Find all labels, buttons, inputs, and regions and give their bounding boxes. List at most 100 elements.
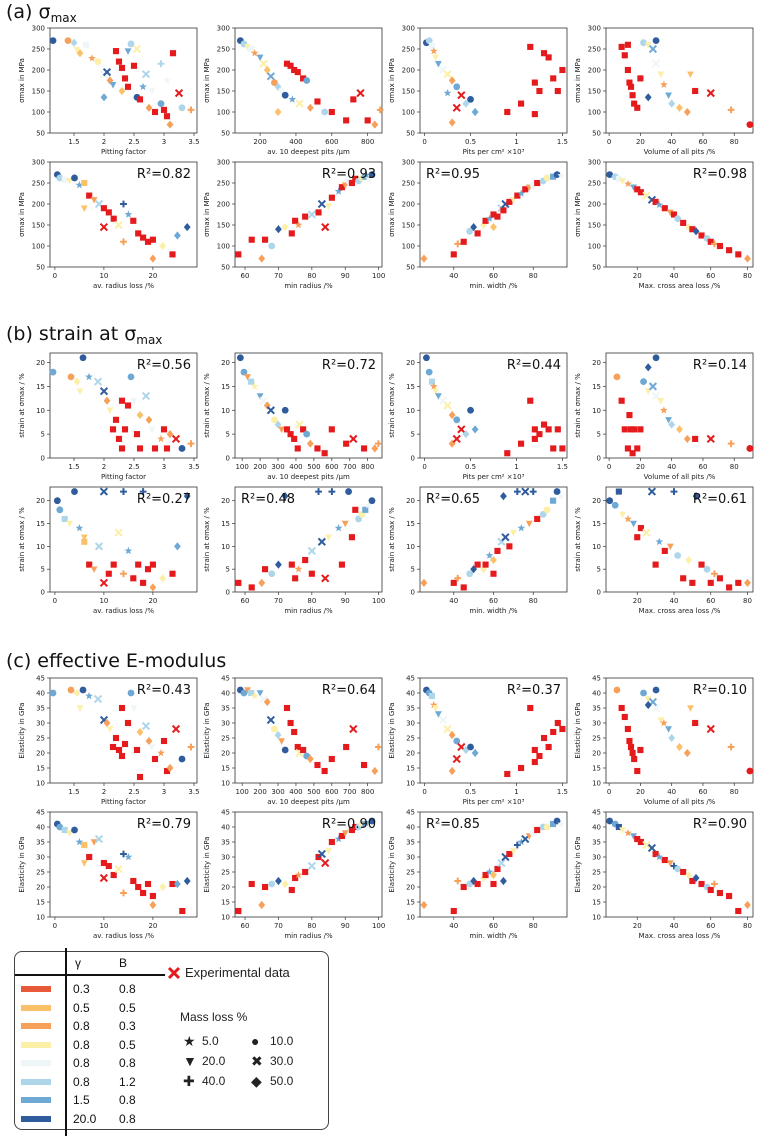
data-point (668, 99, 676, 108)
data-point (67, 373, 75, 381)
r-squared-label: R²=0.90 (322, 817, 376, 832)
data-point (56, 506, 64, 514)
data-point (543, 174, 551, 182)
x-tick-label: 500 (307, 463, 320, 471)
data-point (160, 737, 168, 745)
legend-b-header: B (119, 956, 128, 970)
data-point (349, 434, 358, 444)
data-point (99, 487, 109, 496)
data-point (500, 876, 507, 886)
y-tick-label: 45 (36, 675, 45, 683)
data-point (676, 742, 683, 752)
y-tick-label: 40 (406, 690, 415, 698)
data-point (376, 106, 384, 114)
y-tick-label: 0 (411, 455, 415, 463)
data-point (169, 251, 176, 258)
data-point (258, 900, 266, 910)
data-point (144, 566, 152, 573)
data-point (624, 66, 631, 74)
data-point (133, 431, 141, 438)
data-point (115, 58, 123, 65)
data-point (256, 690, 264, 697)
data-point (746, 121, 754, 128)
data-point (174, 879, 181, 889)
data-point (644, 696, 652, 703)
legend-gamma-value: 0.8 (73, 1074, 90, 1089)
data-point (692, 873, 700, 883)
y-tick-label: 15 (221, 520, 230, 528)
data-point (314, 761, 321, 769)
data-point (657, 71, 665, 78)
data-point (534, 515, 541, 523)
data-point (133, 746, 141, 754)
data-point (103, 396, 111, 405)
data-point (420, 254, 428, 263)
data-point (73, 47, 81, 54)
data-point (163, 76, 171, 84)
data-point (306, 439, 314, 448)
data-point (364, 117, 371, 124)
x-tick-label: 80 (529, 272, 538, 280)
y-tick-label: 20 (221, 750, 230, 758)
data-point (317, 849, 326, 859)
data-point (259, 59, 268, 68)
plot-frame (234, 811, 383, 918)
data-point (490, 223, 497, 232)
data-point (450, 579, 457, 586)
data-point (534, 826, 541, 834)
x-tick-label: 40 (449, 272, 458, 280)
x-tick-label: 700 (343, 788, 356, 796)
x-tick-label: 2.5 (128, 788, 139, 796)
x-tick-label: 80 (730, 788, 739, 796)
data-point (482, 561, 489, 568)
y-tick-label: 15 (592, 899, 601, 907)
y-tick-label: 20 (36, 884, 45, 892)
data-point (283, 704, 291, 712)
data-point (148, 426, 156, 434)
x-tick-label: 400 (289, 788, 302, 796)
data-point (698, 561, 705, 568)
data-point (630, 184, 637, 191)
x-axis-label: Volume of all pits /% (644, 148, 716, 156)
data-point (521, 487, 530, 496)
data-point (321, 574, 330, 583)
data-point (334, 187, 343, 195)
x-tick-label: 700 (343, 463, 356, 471)
data-point (428, 378, 436, 385)
data-point (680, 575, 687, 582)
data-point (660, 80, 668, 88)
x-tick-label: 800 (361, 463, 374, 471)
data-point (135, 230, 142, 237)
y-tick-label: 30 (592, 854, 601, 862)
data-point (375, 743, 382, 751)
x-tick-label: 200 (253, 138, 266, 146)
data-point (314, 445, 321, 452)
y-tick-label: 5 (226, 566, 230, 574)
data-point (300, 75, 307, 82)
y-tick-label: 100 (588, 243, 601, 251)
y-tick-label: 40 (592, 824, 601, 832)
data-point (120, 570, 127, 578)
data-point (642, 528, 651, 537)
data-point (485, 214, 494, 222)
data-point (443, 724, 452, 734)
plot-frame (49, 27, 198, 134)
data-point (506, 543, 513, 550)
x-tick-label: 90 (341, 272, 350, 280)
y-tick-label: 50 (406, 130, 415, 138)
data-point (689, 877, 696, 885)
data-point (361, 761, 368, 769)
data-point (692, 227, 700, 236)
data-point (364, 174, 373, 183)
data-point (613, 686, 621, 694)
plot-frame (419, 677, 568, 784)
data-point (151, 108, 159, 116)
data-point (362, 506, 369, 513)
data-point (130, 575, 137, 582)
x-tick-label: 100 (372, 922, 385, 930)
data-point (371, 766, 379, 776)
plot-frame (49, 677, 198, 784)
y-tick-label: 35 (221, 839, 230, 847)
data-point (513, 841, 521, 849)
data-point (716, 242, 723, 250)
